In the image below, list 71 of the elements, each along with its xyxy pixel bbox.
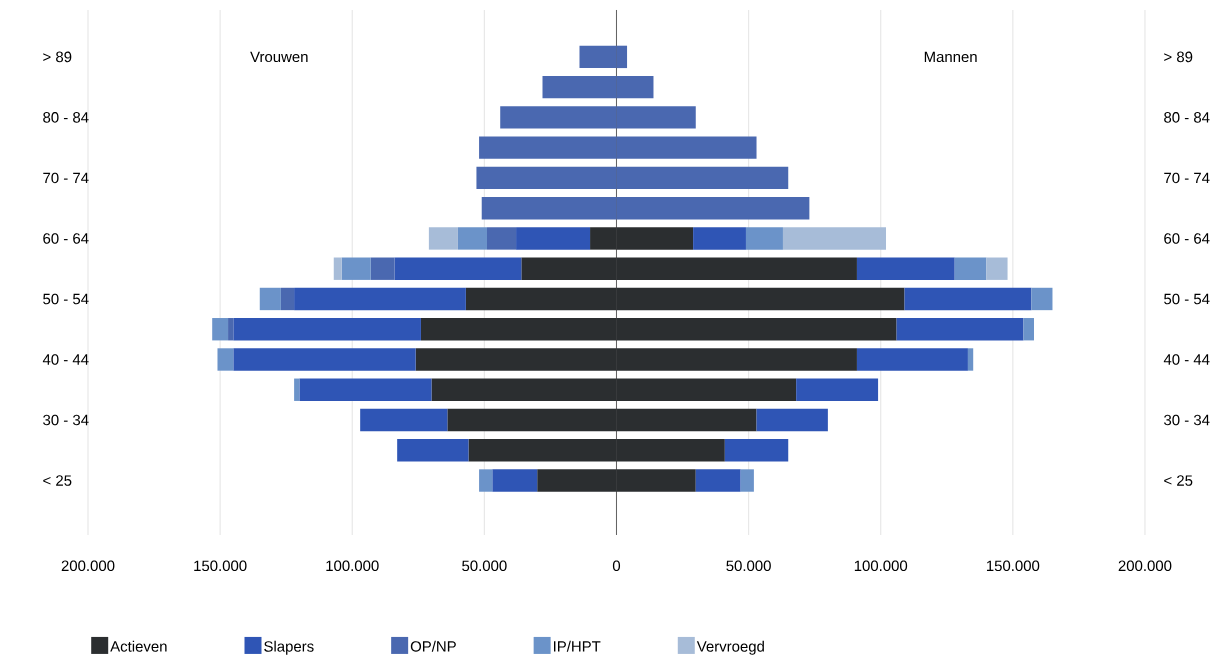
bar xyxy=(341,257,371,280)
bar xyxy=(745,227,783,250)
bar xyxy=(1023,318,1034,341)
category-label: > 89 xyxy=(1164,51,1193,63)
legend-label: IP/HPT xyxy=(554,640,601,652)
y-tick-label: 30 - 34 xyxy=(43,414,89,426)
bar xyxy=(904,287,1032,311)
y-tick-label: < 25 xyxy=(43,475,72,486)
category-label: 80 - 84 xyxy=(1164,112,1210,123)
bar xyxy=(954,257,987,280)
bar xyxy=(479,469,493,492)
bar xyxy=(333,257,342,280)
bar xyxy=(740,469,754,492)
legend-label: OP/NP xyxy=(410,640,456,652)
bar xyxy=(967,348,974,371)
y-tick-label: 80 - 84 xyxy=(43,112,89,123)
bar xyxy=(896,318,1024,341)
annotation: Vrouwen xyxy=(250,51,308,63)
legend-label: Slapers xyxy=(264,640,314,655)
y-tick-label: 60 - 64 xyxy=(43,233,89,244)
x-tick-label: 200.000 xyxy=(1118,560,1172,572)
bar xyxy=(370,257,395,280)
x-tick-label: 50.000 xyxy=(462,560,507,572)
bar xyxy=(233,318,421,341)
bar xyxy=(1031,287,1053,311)
bar xyxy=(856,348,968,371)
y-tick-label: 70 - 74 xyxy=(43,172,89,184)
bar xyxy=(360,408,448,432)
bar xyxy=(428,227,458,250)
bar xyxy=(259,287,281,311)
x-tick-label: 150.000 xyxy=(986,560,1040,572)
bar xyxy=(228,318,234,341)
category-label: < 25 xyxy=(1164,475,1193,486)
legend-label: Vervroegd xyxy=(696,640,764,655)
bar xyxy=(756,408,828,432)
x-tick-label: 100.000 xyxy=(326,560,379,572)
bar xyxy=(724,439,789,462)
bar xyxy=(695,469,741,492)
legend-label: Actieven xyxy=(110,640,167,652)
category-label: 60 - 64 xyxy=(1164,233,1210,244)
y-tick-label: 50 - 54 xyxy=(43,293,89,305)
bar xyxy=(693,227,746,250)
bar xyxy=(457,227,488,250)
bar xyxy=(516,227,591,250)
x-tick-label: 50.000 xyxy=(726,560,771,572)
x-tick-label: 200.000 xyxy=(61,560,115,572)
bar xyxy=(280,287,295,311)
bar xyxy=(397,439,469,462)
y-tick-label: 40 - 44 xyxy=(42,354,89,365)
bar xyxy=(487,227,517,250)
category-label: 30 - 34 xyxy=(1164,414,1210,426)
bar xyxy=(294,287,466,311)
bar xyxy=(233,348,416,371)
bar xyxy=(212,318,229,341)
category-label: 70 - 74 xyxy=(1164,172,1210,184)
bar xyxy=(782,227,887,250)
bar xyxy=(986,257,1008,280)
bar xyxy=(217,348,234,371)
bar xyxy=(394,257,522,280)
bar xyxy=(796,378,879,401)
x-tick-label: 150.000 xyxy=(194,560,247,572)
annotation: Mannen xyxy=(924,51,977,63)
bar xyxy=(299,378,432,401)
y-tick-label: > 89 xyxy=(43,51,72,63)
category-label: 50 - 54 xyxy=(1164,293,1210,305)
bar xyxy=(856,257,955,280)
bar xyxy=(492,469,538,492)
x-tick-label: 0 xyxy=(612,560,621,572)
x-tick-label: 100.000 xyxy=(854,560,908,572)
bar xyxy=(294,378,300,401)
category-label: 40 - 44 xyxy=(1163,354,1210,365)
